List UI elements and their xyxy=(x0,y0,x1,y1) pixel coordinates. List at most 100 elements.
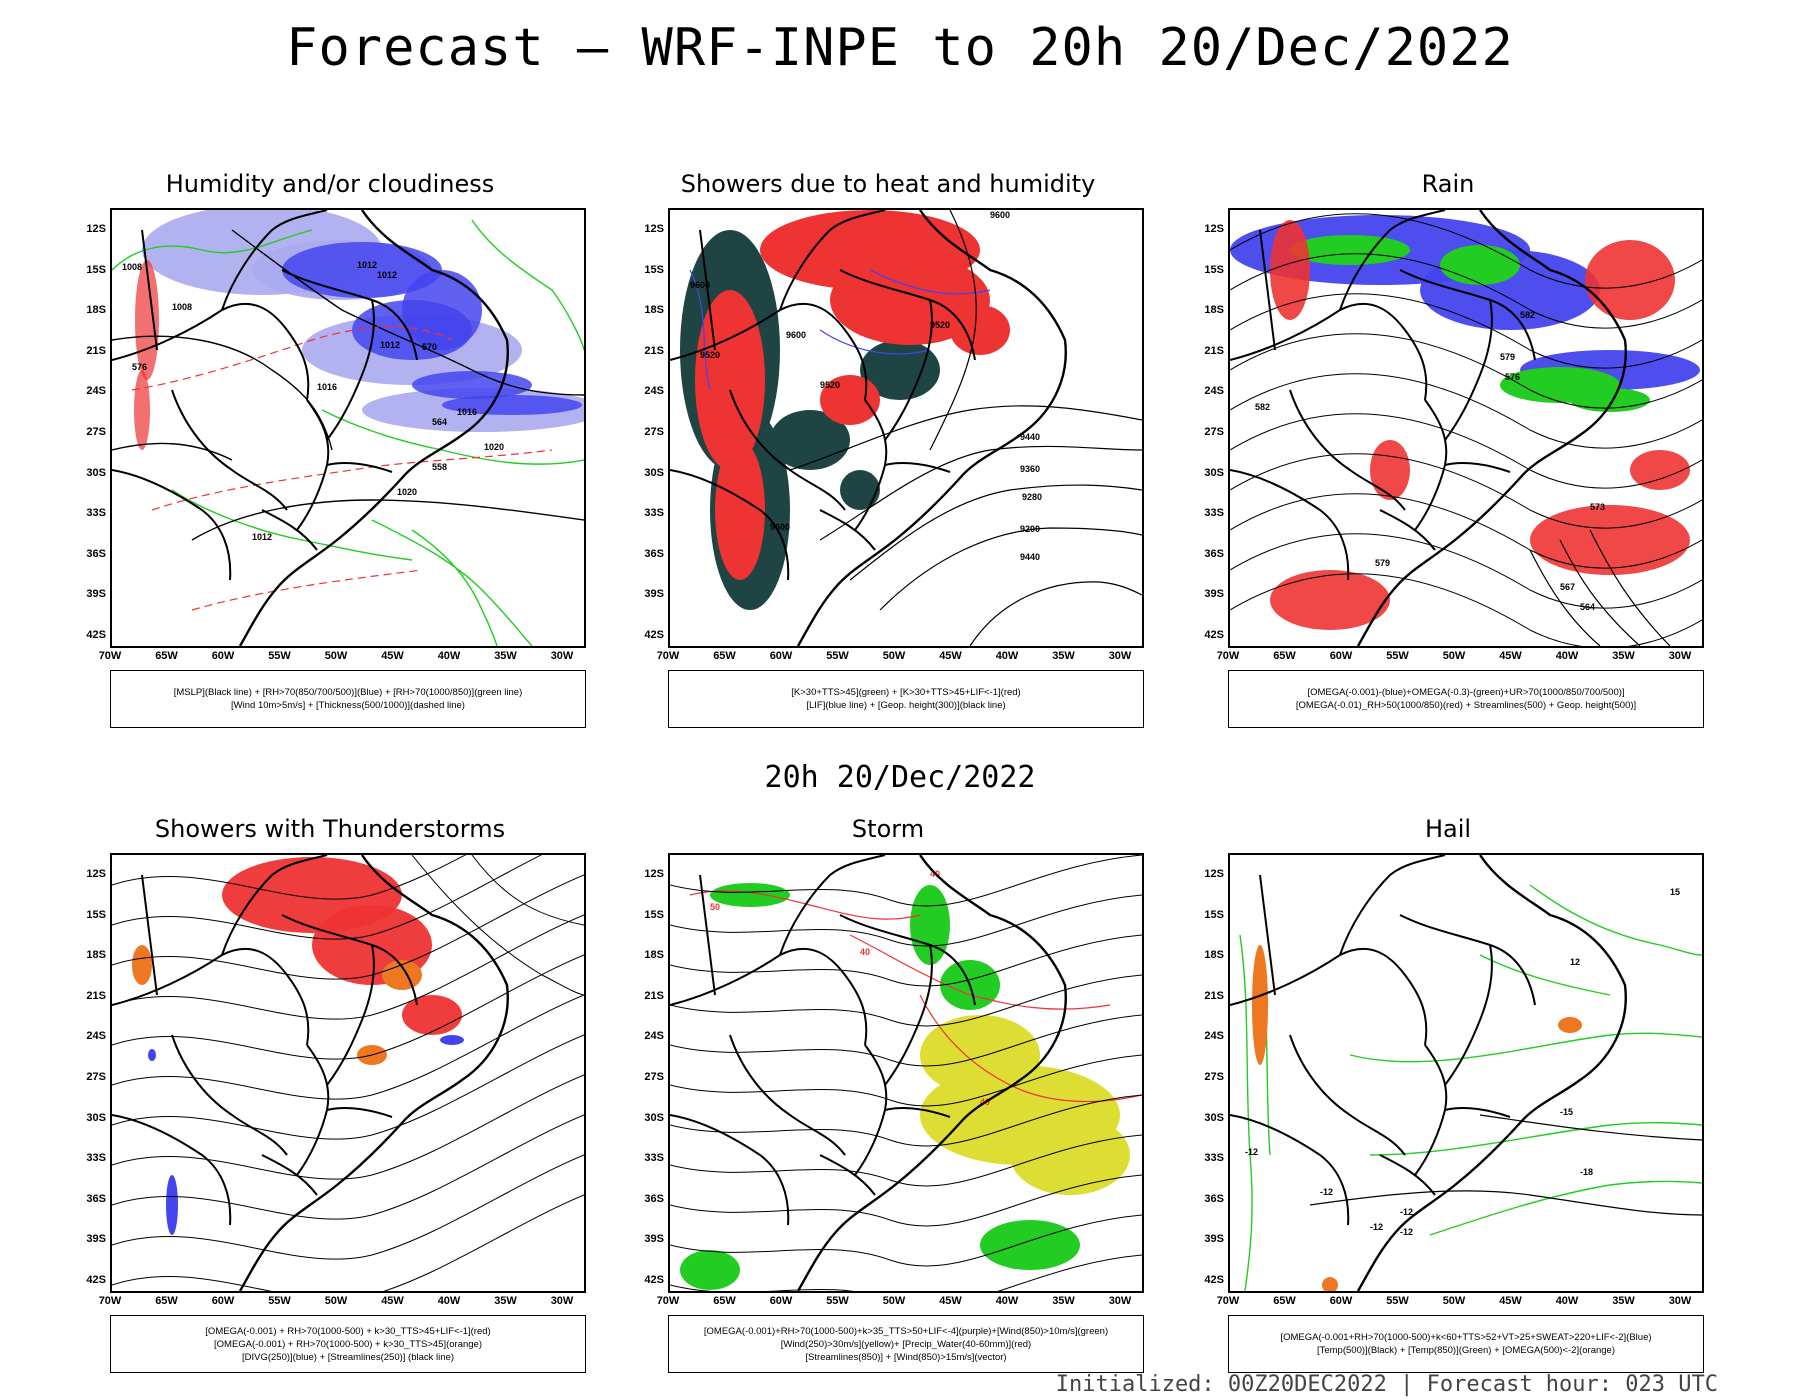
map-frame: 1008 1012 1012 1012 1016 1016 1020 1020 1008 1012… xyxy=(110,208,586,648)
lon-tick-label: 45W xyxy=(939,650,962,662)
lon-tick-label: 70W xyxy=(656,1295,680,1307)
map-canvas xyxy=(112,855,584,1291)
contour-label: 9520 xyxy=(820,380,840,390)
lat-tick-label: 42S xyxy=(1204,629,1224,641)
lon-tick-label: 45W xyxy=(1499,1295,1522,1307)
panel-title: Rain xyxy=(1421,170,1475,198)
lon-tick-label: 50W xyxy=(324,1295,348,1307)
legend-line: [Temp(500)](Black) + [Temp(850)](Green) … xyxy=(1316,1345,1616,1356)
lon-tick-label: 55W xyxy=(1386,1295,1409,1307)
map-canvas: 9600 9600 9520 9600 9520 9520 9440 9360 9280 9200… xyxy=(670,210,1142,646)
contour-label: 1016 xyxy=(317,382,337,392)
lat-tick-label: 12S xyxy=(86,868,106,880)
lon-tick-label: 60W xyxy=(769,1295,793,1307)
lat-tick-label: 36S xyxy=(644,547,664,560)
panel-title: Storm xyxy=(851,815,925,843)
contour-label: 50 xyxy=(710,902,720,912)
lat-tick-label: 21S xyxy=(1204,344,1224,357)
lat-tick-label: 39S xyxy=(1204,1233,1224,1246)
contour-label: 9440 xyxy=(1020,432,1040,442)
contour-label: 1012 xyxy=(380,340,400,350)
lon-tick-label: 50W xyxy=(1442,1295,1466,1307)
contour-label: 9200 xyxy=(1020,524,1040,534)
lon-tick-label: 45W xyxy=(381,650,404,662)
lat-tick-label: 33S xyxy=(86,1152,106,1165)
legend-line: [MSLP](Black line) + [RH>70(850/700/500)… xyxy=(173,687,523,698)
lon-tick-label: 70W xyxy=(98,650,122,662)
lat-tick-label: 39S xyxy=(86,588,106,601)
map-panel: Rain 582 579 582 576 573 579 567 564 12S 15S 18S 21S… xyxy=(1178,170,1718,750)
panel-legend: [OMEGA(-0.001) + RH>70(1000-500) + k>30_… xyxy=(110,1315,586,1373)
lat-tick-label: 24S xyxy=(644,1030,664,1043)
contour-label: -12 xyxy=(1400,1207,1413,1217)
lon-tick-label: 55W xyxy=(1386,650,1409,662)
lat-tick-label: 33S xyxy=(644,507,664,520)
lon-tick-label: 50W xyxy=(882,650,906,662)
lat-tick-label: 42S xyxy=(1204,1274,1224,1286)
lon-tick-label: 35W xyxy=(1052,650,1075,662)
lon-tick-label: 60W xyxy=(1329,650,1353,662)
lon-tick-label: 40W xyxy=(995,1295,1019,1307)
lat-tick-label: 21S xyxy=(86,989,106,1002)
lon-tick-label: 40W xyxy=(1555,1295,1579,1307)
lat-tick-label: 12S xyxy=(1204,868,1224,880)
contour-label: 567 xyxy=(1560,582,1575,592)
lon-tick-label: 50W xyxy=(1442,650,1466,662)
lat-tick-label: 18S xyxy=(1204,949,1224,962)
lat-tick-label: 15S xyxy=(644,908,664,921)
contour-label: 576 xyxy=(132,362,147,372)
lon-tick-label: 35W xyxy=(1052,1295,1075,1307)
lon-tick-label: 70W xyxy=(98,1295,122,1307)
lon-tick-label: 40W xyxy=(995,650,1019,662)
init-footer: Initialized: 00Z20DEC2022 | Forecast hou… xyxy=(1055,1372,1718,1397)
contour-label: 9600 xyxy=(786,330,806,340)
legend-line: [K>30+TTS>45](green) + [K>30+TTS>45+LIF<… xyxy=(791,687,1021,698)
lon-tick-label: 40W xyxy=(437,1295,461,1307)
lon-tick-label: 30W xyxy=(550,650,574,662)
lon-tick-label: 50W xyxy=(882,1295,906,1307)
lat-tick-label: 27S xyxy=(1204,426,1224,438)
lat-tick-label: 18S xyxy=(86,304,106,317)
lon-tick-label: 60W xyxy=(211,1295,235,1307)
valid-time-title: 20h 20/Dec/2022 xyxy=(764,760,1036,795)
map-canvas: 1008 101210121012101610161020102010081012… xyxy=(112,210,584,646)
contour-label: 9360 xyxy=(1020,464,1040,474)
lat-tick-label: 27S xyxy=(86,426,106,438)
lat-tick-label: 21S xyxy=(86,344,106,357)
contour-label: 582 xyxy=(1520,310,1535,320)
legend-line: [LIF](blue line) + [Geop. height(300)](b… xyxy=(806,700,1006,711)
lon-tick-label: 35W xyxy=(1612,1295,1635,1307)
panel-legend: [OMEGA(-0.001)+RH>70(1000-500)+k>35_TTS>… xyxy=(668,1315,1144,1373)
contour-label: 40 xyxy=(860,947,870,957)
contour-label: 1020 xyxy=(484,442,504,452)
lat-tick-label: 18S xyxy=(644,949,664,962)
contour-label: 1012 xyxy=(252,532,272,542)
lon-tick-label: 65W xyxy=(1273,650,1296,662)
lat-tick-label: 39S xyxy=(86,1233,106,1246)
lat-tick-label: 36S xyxy=(86,547,106,560)
contour-label: 1008 xyxy=(172,302,192,312)
panel-title: Showers due to heat and humidity xyxy=(680,170,1096,198)
lon-tick-label: 60W xyxy=(1329,1295,1353,1307)
contour-label: 9600 xyxy=(770,522,790,532)
lat-tick-label: 18S xyxy=(86,949,106,962)
lat-tick-label: 12S xyxy=(86,223,106,235)
contour-label: 1012 xyxy=(377,270,397,280)
lon-tick-label: 45W xyxy=(1499,650,1522,662)
panel-legend: [K>30+TTS>45](green) + [K>30+TTS>45+LIF<… xyxy=(668,670,1144,728)
lon-tick-label: 65W xyxy=(155,1295,178,1307)
contour-label: 579 xyxy=(1375,558,1390,568)
contour-label: 573 xyxy=(1590,502,1605,512)
contour-label: -12 xyxy=(1400,1227,1413,1237)
legend-line: [OMEGA(-0.001+RH>70(1000-500)+k<60+TTS>5… xyxy=(1280,1332,1652,1343)
legend-line: [OMEGA(-0.001) + RH>70(1000-500) + k>30_… xyxy=(214,1338,482,1350)
contour-label: 582 xyxy=(1255,402,1270,412)
lat-tick-label: 24S xyxy=(86,1030,106,1043)
legend-line: [Wind(250)>30m/s](yellow)+ [Precip_Water… xyxy=(780,1338,1032,1350)
lat-tick-label: 15S xyxy=(1204,908,1224,921)
lon-tick-label: 70W xyxy=(1216,650,1240,662)
lat-tick-label: 30S xyxy=(1204,1111,1224,1124)
legend-line: [OMEGA(-0.01)_RH>50(1000/850)(red) + Str… xyxy=(1295,700,1637,711)
lat-tick-label: 24S xyxy=(1204,385,1224,398)
